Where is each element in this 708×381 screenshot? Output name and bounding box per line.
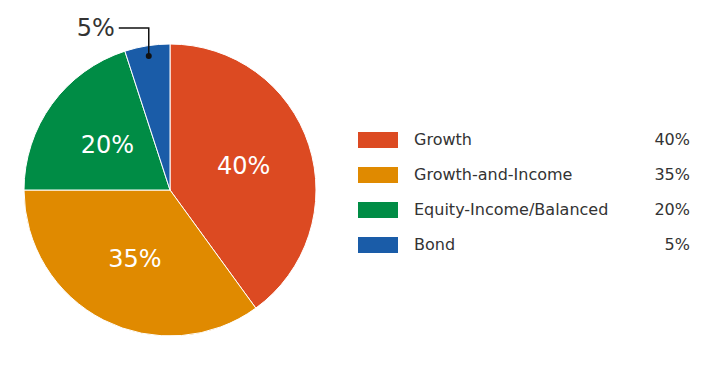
html-text:20%: 20% <box>654 200 690 219</box>
html-text:Bond: Bond <box>414 235 456 254</box>
svg-text:5%: 5% <box>77 14 115 42</box>
html-text:40%: 40% <box>654 130 690 149</box>
html-text:35%: 35% <box>654 165 690 184</box>
svg-text:40%: 40% <box>217 152 270 180</box>
html-text:Growth: Growth <box>414 130 472 149</box>
svg-text:20%: 20% <box>81 131 134 159</box>
html-text:5%: 5% <box>664 235 690 254</box>
svg-text:35%: 35% <box>108 245 161 273</box>
html-text:Equity-Income/Balanced: Equity-Income/Balanced <box>414 200 609 219</box>
html-text:Growth-and-Income: Growth-and-Income <box>414 165 573 184</box>
